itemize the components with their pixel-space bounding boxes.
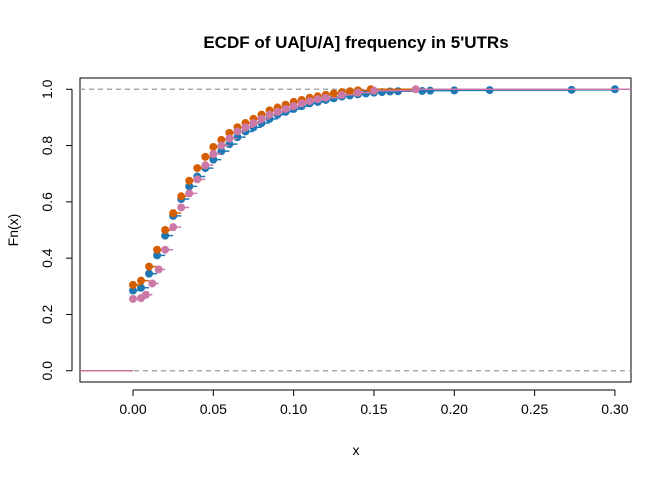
y-tick-label: 0.4 xyxy=(39,248,55,268)
series-2-point xyxy=(161,245,170,254)
series-2-point xyxy=(337,90,346,99)
series-0-point xyxy=(485,86,494,95)
y-tick-label: 0.2 xyxy=(39,305,55,325)
series-1-point xyxy=(161,226,170,234)
series-1-point xyxy=(329,89,338,98)
series-0-point xyxy=(426,86,435,95)
series-0-point xyxy=(145,269,154,278)
x-tick-label: 0.20 xyxy=(441,401,468,417)
series-2-point xyxy=(273,107,282,116)
x-tick-label: 0.15 xyxy=(360,401,387,417)
series-0-point xyxy=(153,251,162,260)
series-2-point xyxy=(177,203,186,212)
series-0-point xyxy=(217,147,226,156)
series-2-point xyxy=(369,86,378,95)
series-2-point xyxy=(257,114,266,123)
series-2-point xyxy=(353,88,362,97)
series-2-point xyxy=(129,294,138,303)
series-2-point xyxy=(201,161,210,170)
series-2-point xyxy=(297,99,306,108)
series-0-point xyxy=(129,286,138,295)
y-axis-label: Fn(x) xyxy=(5,214,21,247)
series-2-point xyxy=(289,102,298,111)
y-tick-label: 0.6 xyxy=(39,192,55,212)
series-2-point xyxy=(217,141,226,150)
series-2-point xyxy=(411,85,420,94)
y-tick-label: 0.8 xyxy=(39,136,55,156)
series-2-point xyxy=(265,110,274,119)
series-2-point xyxy=(185,189,194,198)
y-axis: 0.0 0.2 0.4 0.6 0.8 1.0 xyxy=(39,79,73,381)
series-1 xyxy=(80,85,631,372)
series-0-steps xyxy=(133,88,631,292)
x-tick-label: 0.00 xyxy=(119,401,146,417)
series-2-point xyxy=(281,104,290,113)
x-axis: 0.00 0.05 0.10 0.15 0.20 0.25 0.30 xyxy=(119,389,629,417)
series-2-point xyxy=(321,93,330,102)
series-2-point xyxy=(305,97,314,106)
series-1-point xyxy=(145,262,154,271)
series-2-point xyxy=(209,150,218,158)
chart-title: ECDF of UA[U/A] frequency in 5'UTRs xyxy=(203,33,508,52)
x-tick-label: 0.30 xyxy=(601,401,628,417)
x-tick-label: 0.05 xyxy=(200,401,227,417)
series-layer xyxy=(80,85,631,372)
series-2-point xyxy=(233,127,242,136)
series-2-point xyxy=(169,223,178,232)
series-2-point xyxy=(193,175,202,184)
series-0-point xyxy=(450,86,459,95)
series-1-point xyxy=(217,135,226,144)
series-0-point xyxy=(209,155,218,164)
x-tick-label: 0.10 xyxy=(280,401,307,417)
x-axis-label: x xyxy=(353,442,360,458)
series-0-point xyxy=(161,231,170,240)
series-2-point xyxy=(154,265,163,274)
series-1-point xyxy=(129,280,138,289)
series-2-point xyxy=(313,95,322,104)
series-2 xyxy=(80,85,631,372)
series-1-point xyxy=(185,176,194,185)
series-2-point xyxy=(148,279,157,288)
series-1-point xyxy=(209,142,218,151)
series-2-point xyxy=(249,119,258,128)
series-0-point xyxy=(185,182,194,191)
y-tick-label: 1.0 xyxy=(39,79,55,99)
series-1-point xyxy=(225,128,234,137)
series-1-point xyxy=(137,276,146,285)
series-1-point xyxy=(193,164,202,173)
series-1-steps xyxy=(133,88,631,286)
series-1-point xyxy=(153,245,162,254)
plot-frame xyxy=(79,77,632,383)
y-tick-label: 0.0 xyxy=(39,361,55,381)
x-tick-label: 0.25 xyxy=(521,401,548,417)
series-0-point xyxy=(137,283,146,292)
series-2-steps xyxy=(133,88,631,300)
series-2-point xyxy=(141,290,150,299)
series-2-point xyxy=(225,134,234,143)
series-1-point xyxy=(201,152,210,161)
series-1-point xyxy=(177,192,186,201)
series-1-point xyxy=(345,87,354,96)
series-2-point xyxy=(241,123,250,132)
series-1-point xyxy=(169,209,178,218)
